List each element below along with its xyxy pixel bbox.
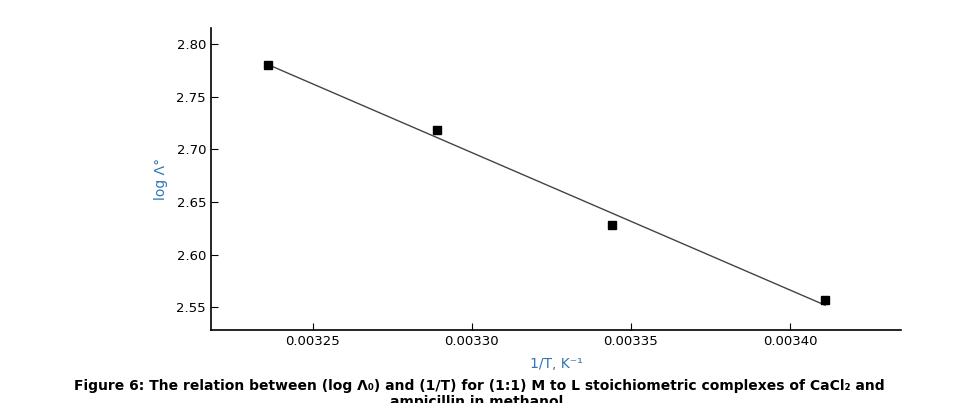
X-axis label: 1/T, K⁻¹: 1/T, K⁻¹ [529,357,583,371]
Text: Figure 6: The relation between (log Λ₀) and (1/T) for (1:1) M to L stoichiometri: Figure 6: The relation between (log Λ₀) … [74,379,885,403]
Y-axis label: log Λ°: log Λ° [154,158,168,200]
